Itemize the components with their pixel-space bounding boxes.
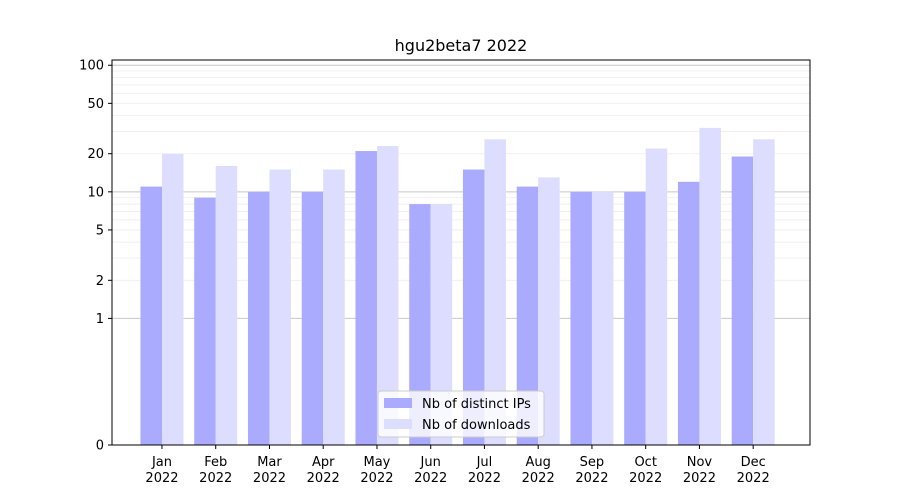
bar-nb-of-distinct-ips xyxy=(731,156,754,446)
y-axis: 0 1 2 5 10 20 50 100 xyxy=(79,59,112,454)
x-tick-label: Mar xyxy=(257,455,282,470)
bar-nb-of-downloads xyxy=(484,139,506,445)
bar-nb-of-distinct-ips xyxy=(140,186,162,446)
legend-swatch xyxy=(384,419,412,429)
y-tick-label: 100 xyxy=(79,59,104,74)
x-tick-label: Dec xyxy=(741,455,766,470)
bar-nb-of-downloads xyxy=(753,139,775,445)
x-tick-year-label: 2022 xyxy=(737,471,770,486)
y-tick-label: 0 xyxy=(96,439,104,454)
bar-nb-of-distinct-ips xyxy=(355,151,377,445)
y-tick-label: 5 xyxy=(96,223,104,238)
bar-nb-of-distinct-ips xyxy=(409,204,431,445)
x-tick-label: Jun xyxy=(420,455,441,470)
x-tick-label: Apr xyxy=(312,455,335,470)
bars xyxy=(140,127,775,446)
x-tick-year-label: 2022 xyxy=(360,471,393,486)
bar-nb-of-downloads xyxy=(645,148,668,445)
x-tick-label: May xyxy=(364,455,391,470)
bar-nb-of-downloads xyxy=(323,169,345,445)
bar-nb-of-distinct-ips xyxy=(194,197,216,445)
y-tick-label: 2 xyxy=(96,274,104,289)
bar-nb-of-distinct-ips xyxy=(570,191,592,445)
bar-nb-of-distinct-ips xyxy=(624,191,646,445)
y-tick-label: 20 xyxy=(87,147,104,162)
chart-title: hgu2beta7 2022 xyxy=(395,36,528,55)
x-tick-label: Feb xyxy=(204,455,227,470)
x-tick-year-label: 2022 xyxy=(414,471,447,486)
x-tick-year-label: 2022 xyxy=(575,471,608,486)
x-axis: Jan2022Feb2022Mar2022Apr2022May2022Jun20… xyxy=(145,445,770,486)
legend-box xyxy=(377,390,545,438)
x-tick-year-label: 2022 xyxy=(199,471,232,486)
bar-nb-of-distinct-ips xyxy=(301,191,324,445)
bar-nb-of-distinct-ips xyxy=(516,186,539,446)
x-tick-year-label: 2022 xyxy=(522,471,555,486)
legend: Nb of distinct IPs Nb of downloads xyxy=(377,390,545,438)
x-tick-label: Sep xyxy=(580,455,605,470)
legend-swatch xyxy=(384,398,412,408)
bar-nb-of-downloads xyxy=(376,146,399,445)
x-tick-label: Aug xyxy=(526,455,551,470)
legend-label: Nb of downloads xyxy=(422,418,531,433)
bar-nb-of-distinct-ips xyxy=(247,191,270,445)
bar-nb-of-distinct-ips xyxy=(462,169,485,445)
x-tick-label: Jan xyxy=(151,455,172,470)
x-tick-year-label: 2022 xyxy=(629,471,662,486)
x-tick-label: Jul xyxy=(476,455,493,470)
x-tick-label: Nov xyxy=(687,455,713,470)
y-tick-label: 1 xyxy=(96,312,104,327)
x-tick-year-label: 2022 xyxy=(683,471,716,486)
x-tick-year-label: 2022 xyxy=(307,471,340,486)
bar-nb-of-downloads xyxy=(538,177,560,446)
x-tick-label: Oct xyxy=(634,455,656,470)
y-tick-label: 10 xyxy=(87,185,104,200)
x-tick-year-label: 2022 xyxy=(468,471,501,486)
legend-label: Nb of distinct IPs xyxy=(422,397,531,412)
bar-nb-of-downloads xyxy=(699,127,721,445)
bar-nb-of-downloads xyxy=(215,165,238,446)
bar-nb-of-downloads xyxy=(161,153,184,446)
bar-nb-of-downloads xyxy=(591,191,614,445)
x-tick-year-label: 2022 xyxy=(145,471,178,486)
bar-nb-of-downloads xyxy=(430,204,453,445)
plot-frame xyxy=(111,59,811,446)
bar-nb-of-downloads xyxy=(269,169,291,445)
bar-nb-of-distinct-ips xyxy=(677,181,700,445)
y-tick-label: 50 xyxy=(87,97,104,112)
x-tick-year-label: 2022 xyxy=(253,471,286,486)
